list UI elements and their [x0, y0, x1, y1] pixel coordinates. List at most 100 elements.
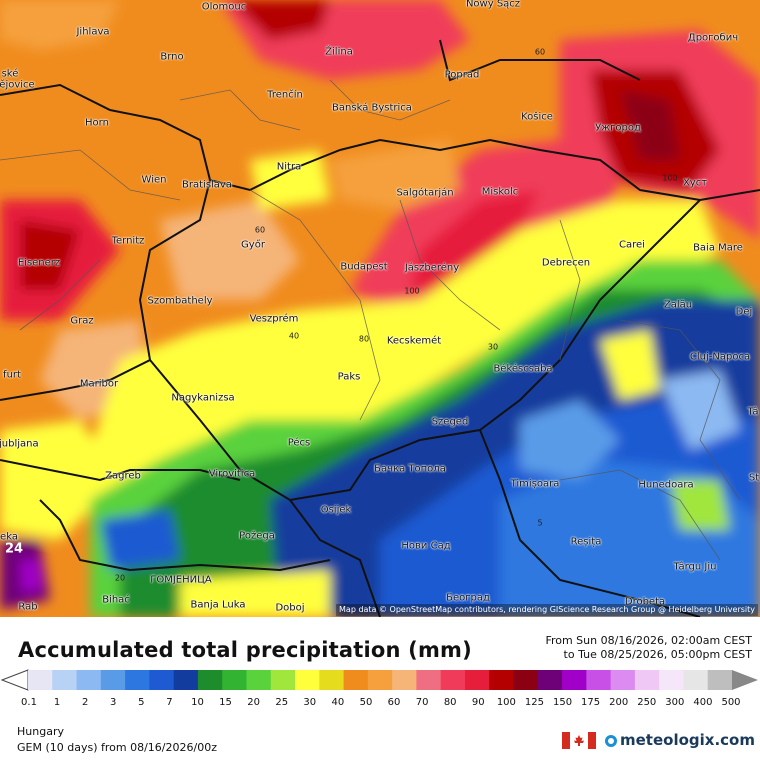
city-label: Žilina: [325, 46, 353, 58]
legend-tick: 15: [219, 697, 232, 708]
edge-city-label: Tâ: [747, 406, 759, 418]
legend-tick: 80: [443, 697, 457, 708]
legend-swatch: [392, 670, 417, 690]
city-label: Eisenerz: [17, 257, 61, 269]
contour-label: 30: [487, 342, 499, 352]
city-label: Salgótarján: [396, 187, 454, 199]
legend-swatch: [197, 670, 223, 690]
city-label: Osijek: [320, 504, 352, 516]
city-label: Baia Mare: [693, 242, 743, 254]
legend-swatch: [319, 670, 345, 690]
legend-swatch: [634, 670, 660, 690]
legend-tick: 7: [166, 697, 173, 708]
legend-swatch: [440, 670, 466, 690]
city-label: Хуст: [682, 177, 708, 189]
brand-link[interactable]: meteologix.com: [620, 731, 755, 749]
legend-tick: 175: [581, 697, 601, 708]
city-label: Košice: [521, 111, 553, 123]
city-label: Veszprém: [249, 313, 299, 325]
city-label: Carei: [619, 239, 645, 251]
city-label: Békéscsaba: [493, 363, 553, 375]
period-from: From Sun 08/16/2026, 02:00am CEST: [545, 634, 752, 647]
city-label: Bratislava: [182, 179, 232, 191]
legend-tick: 20: [247, 697, 260, 708]
legend-swatch: [416, 670, 442, 690]
city-label: Kecskemét: [386, 335, 442, 347]
legend-swatch: [149, 670, 175, 690]
legend-swatch: [513, 670, 539, 690]
legend-tick: 3: [110, 697, 117, 708]
city-label: Szeged: [431, 416, 469, 428]
legend-tick: 50: [359, 697, 373, 708]
legend-swatch: [295, 670, 320, 690]
legend-tick: 150: [552, 697, 573, 708]
legend-swatch: [173, 670, 199, 690]
color-legend: [0, 669, 758, 691]
period-to: to Tue 08/25/2026, 05:00pm CEST: [563, 648, 752, 661]
legend-tick: 70: [415, 697, 429, 708]
legend-tick: 500: [721, 697, 741, 708]
legend-tick: 400: [693, 697, 713, 708]
city-label: Doboj: [275, 602, 305, 614]
legend-max-arrow: [732, 670, 758, 690]
city-label: Timișoara: [510, 478, 560, 490]
city-label: Banská Bystrica: [332, 102, 412, 114]
city-label: Debrecen: [541, 257, 591, 269]
contour-label: 60: [254, 225, 266, 235]
city-label: Бачка Топола: [374, 463, 446, 475]
region-label: Hungary: [17, 725, 64, 738]
precipitation-map[interactable]: [0, 0, 760, 617]
edge-city-label: St: [748, 472, 760, 484]
legend-tick: 10: [191, 697, 204, 708]
legend-tick: 250: [637, 697, 657, 708]
legend-swatch: [270, 670, 296, 690]
city-label: Nagykanizsa: [171, 392, 235, 404]
city-label: Olomouc: [201, 1, 247, 13]
city-label: Győr: [241, 239, 265, 251]
map-attribution[interactable]: Map data © OpenStreetMap contributors, r…: [336, 604, 758, 616]
city-label: Horn: [85, 117, 109, 129]
city-label: Rab: [18, 601, 38, 613]
city-label: Дрогобич: [687, 32, 739, 44]
legend-tick: 0.1: [21, 697, 37, 708]
precipitation-field: [0, 0, 760, 617]
legend-tick: 25: [275, 697, 289, 708]
legend-min-arrow: [0, 669, 29, 691]
legend-swatch: [222, 670, 247, 690]
contour-label: 24: [4, 541, 24, 557]
legend-swatch: [537, 670, 563, 690]
legend-swatch: [707, 670, 733, 690]
edge-city-label: ské: [1, 68, 19, 80]
city-label: Nowy Sącz: [465, 0, 521, 10]
meteologix-logo-icon: [605, 735, 617, 747]
legend-swatch: [76, 670, 102, 690]
contour-label: 100: [662, 173, 678, 183]
chart-title: Accumulated total precipitation (mm): [18, 638, 472, 662]
contour-label: 40: [288, 331, 300, 341]
model-label: GEM (10 days) from 08/16/2026/00z: [17, 741, 217, 754]
city-label: Târgu Jiu: [673, 561, 717, 573]
city-label: Београд: [446, 592, 490, 604]
contour-label: 20: [114, 573, 126, 583]
city-label: Požega: [239, 530, 275, 542]
legend-tick: 30: [303, 697, 317, 708]
city-label: Budapest: [340, 261, 388, 273]
city-label: Trenčín: [267, 89, 303, 101]
canada-flag-icon: [562, 732, 596, 749]
legend-swatch: [562, 670, 587, 690]
legend-tick-labels: 0.1 1 2 3 5 7 10 15 20 25 30 40 50 60 70 80 90 100 125 150 1…: [0, 697, 760, 711]
legend-tick: 5: [138, 697, 145, 708]
edge-city-label: furt: [3, 369, 21, 381]
city-label: Paks: [337, 371, 361, 383]
legend-tick: 2: [81, 697, 89, 708]
city-label: Bihać: [102, 594, 130, 606]
edge-city-label: eka: [0, 531, 18, 543]
legend-tick: 300: [665, 697, 685, 708]
city-label: Zalău: [663, 299, 693, 311]
city-label: Wien: [141, 174, 167, 186]
city-label: Pécs: [287, 437, 311, 449]
city-label: Poprad: [444, 69, 480, 81]
legend-tick: 125: [524, 697, 544, 708]
contour-label: 100: [404, 286, 420, 296]
city-label: Nitra: [276, 161, 302, 173]
